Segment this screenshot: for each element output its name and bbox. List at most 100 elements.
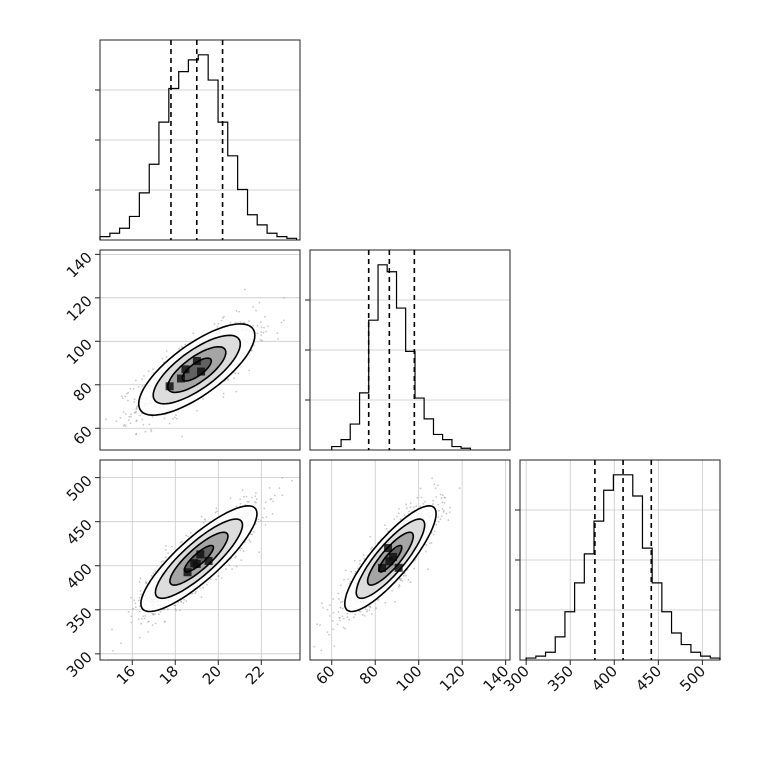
scatter-point bbox=[375, 607, 377, 610]
contour-line bbox=[140, 504, 258, 613]
scatter-point bbox=[264, 524, 267, 526]
scatter-point bbox=[316, 623, 319, 626]
panel-frame bbox=[309, 249, 511, 451]
scatter-point bbox=[350, 570, 353, 573]
scatter-point bbox=[200, 515, 203, 518]
scatter-point bbox=[140, 593, 143, 596]
scatter-point bbox=[160, 561, 163, 563]
scatter-point bbox=[339, 606, 342, 609]
density-cell bbox=[192, 356, 201, 365]
scatter-point bbox=[122, 411, 125, 413]
density-cell bbox=[388, 552, 397, 561]
scatter-point bbox=[409, 506, 412, 508]
scatter-point bbox=[437, 484, 439, 487]
scatter-point bbox=[229, 497, 232, 500]
density-cell bbox=[181, 365, 190, 374]
scatter-point bbox=[148, 423, 151, 426]
scatter-point bbox=[147, 620, 150, 623]
scatter-point bbox=[165, 356, 168, 358]
scatter-point bbox=[247, 500, 250, 503]
panel-frame bbox=[309, 459, 511, 661]
scatter-point bbox=[182, 602, 185, 604]
scatter-point bbox=[138, 610, 141, 613]
scatter-point bbox=[138, 581, 141, 584]
scatter-point bbox=[180, 600, 182, 602]
scatter-point bbox=[217, 322, 220, 325]
scatter-point bbox=[419, 487, 422, 490]
scatter-point bbox=[291, 479, 293, 482]
scatter-point bbox=[364, 608, 367, 610]
scatter-point bbox=[432, 499, 434, 502]
scatter-point bbox=[283, 297, 285, 299]
scatter-point bbox=[328, 633, 331, 636]
scatter-point bbox=[249, 533, 252, 536]
contour-line bbox=[181, 357, 213, 382]
scatter-point bbox=[184, 343, 187, 346]
scatter-point bbox=[354, 570, 357, 573]
scatter-x-z-panel: 16 18 20 22 300 350 400 450 500 bbox=[63, 459, 301, 688]
scatter-point bbox=[398, 585, 401, 587]
scatter-point bbox=[263, 507, 266, 510]
y-tick-label: 350 bbox=[63, 604, 96, 637]
scatter-point bbox=[239, 503, 242, 505]
scatter-point bbox=[202, 587, 205, 589]
scatter-point bbox=[441, 501, 444, 504]
scatter-point bbox=[425, 550, 427, 553]
scatter-point bbox=[127, 419, 130, 422]
scatter-point bbox=[416, 496, 419, 499]
scatter-point bbox=[398, 508, 400, 510]
scatter-point bbox=[385, 528, 388, 530]
scatter-point bbox=[200, 596, 203, 598]
scatter-point bbox=[254, 495, 257, 498]
scatter-point bbox=[435, 496, 438, 498]
scatter-point bbox=[235, 555, 237, 558]
scatter-point bbox=[141, 618, 143, 620]
scatter-point bbox=[258, 551, 261, 554]
scatter-point bbox=[187, 535, 190, 538]
scatter-point bbox=[239, 549, 242, 552]
scatter-point bbox=[271, 513, 274, 515]
scatter-point bbox=[128, 415, 131, 418]
contour-line bbox=[355, 518, 426, 600]
scatter-point bbox=[209, 578, 212, 581]
scatter-point bbox=[159, 611, 162, 613]
density-cell bbox=[190, 559, 199, 568]
scatter-point bbox=[137, 618, 140, 621]
scatter-point bbox=[407, 578, 410, 581]
scatter-point bbox=[174, 604, 177, 607]
scatter-point bbox=[262, 516, 264, 519]
scatter-point bbox=[414, 559, 417, 561]
scatter-point bbox=[112, 650, 114, 652]
scatter-point bbox=[430, 541, 433, 544]
scatter-point bbox=[359, 559, 361, 562]
scatter-point bbox=[256, 332, 259, 335]
scatter-point bbox=[138, 599, 140, 602]
x-tick-label: 60 bbox=[312, 662, 338, 688]
scatter-point bbox=[152, 572, 155, 575]
scatter-point bbox=[281, 494, 284, 497]
scatter-point bbox=[174, 608, 177, 611]
scatter-point bbox=[245, 495, 248, 498]
scatter-point bbox=[341, 615, 344, 618]
scatter-point bbox=[150, 428, 152, 431]
scatter-point bbox=[125, 413, 127, 415]
histogram-step bbox=[331, 264, 472, 450]
scatter-point bbox=[135, 410, 137, 413]
scatter-point bbox=[213, 323, 216, 325]
scatter-point bbox=[331, 620, 334, 622]
scatter-point bbox=[147, 370, 150, 372]
scatter-point bbox=[231, 568, 234, 570]
scatter-point bbox=[215, 507, 218, 510]
scatter-point bbox=[437, 503, 440, 506]
scatter-point bbox=[449, 506, 451, 509]
scatter-point bbox=[366, 609, 369, 611]
scatter-point bbox=[339, 619, 341, 622]
scatter-point bbox=[151, 416, 154, 418]
scatter-point bbox=[438, 509, 440, 512]
scatter-point bbox=[134, 379, 137, 382]
scatter-point bbox=[251, 533, 254, 536]
scatter-point bbox=[447, 519, 450, 521]
scatter-point bbox=[150, 574, 153, 577]
scatter-point bbox=[226, 378, 229, 380]
scatter-point bbox=[267, 325, 269, 327]
